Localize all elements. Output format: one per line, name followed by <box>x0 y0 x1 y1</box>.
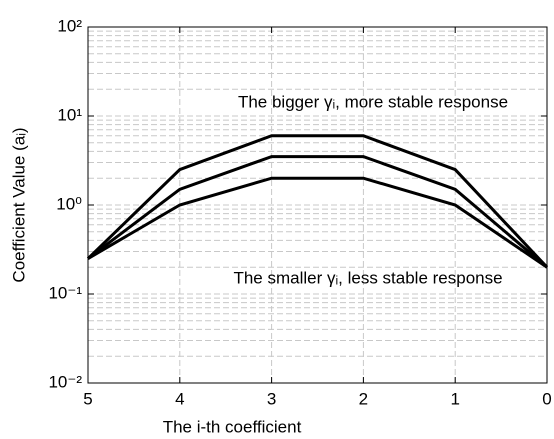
x-tick-label: 3 <box>267 389 276 408</box>
plot-frame <box>87 26 548 384</box>
annotation: The smaller γᵢ, less stable response <box>233 268 502 287</box>
y-tick-label: 10¹ <box>57 105 82 124</box>
series-line <box>87 155 548 269</box>
x-axis-label: The i-th coefficient <box>163 417 302 436</box>
series-line <box>87 176 548 269</box>
x-tick-label: 2 <box>359 389 368 408</box>
series-line <box>86 134 549 269</box>
x-tick-label: 1 <box>450 389 459 408</box>
y-tick-label: 10⁻¹ <box>48 283 82 302</box>
y-tick-label: 10² <box>57 16 82 35</box>
y-axis-label: Coefficient Value (aᵢ) <box>9 127 28 282</box>
x-tick-label: 5 <box>83 389 92 408</box>
x-tick-label: 0 <box>542 389 551 408</box>
y-tick-label: 10⁰ <box>56 194 82 213</box>
annotation: The bigger γᵢ, more stable response <box>238 92 508 111</box>
x-tick-label: 4 <box>175 389 184 408</box>
y-tick-label: 10⁻² <box>48 372 82 391</box>
